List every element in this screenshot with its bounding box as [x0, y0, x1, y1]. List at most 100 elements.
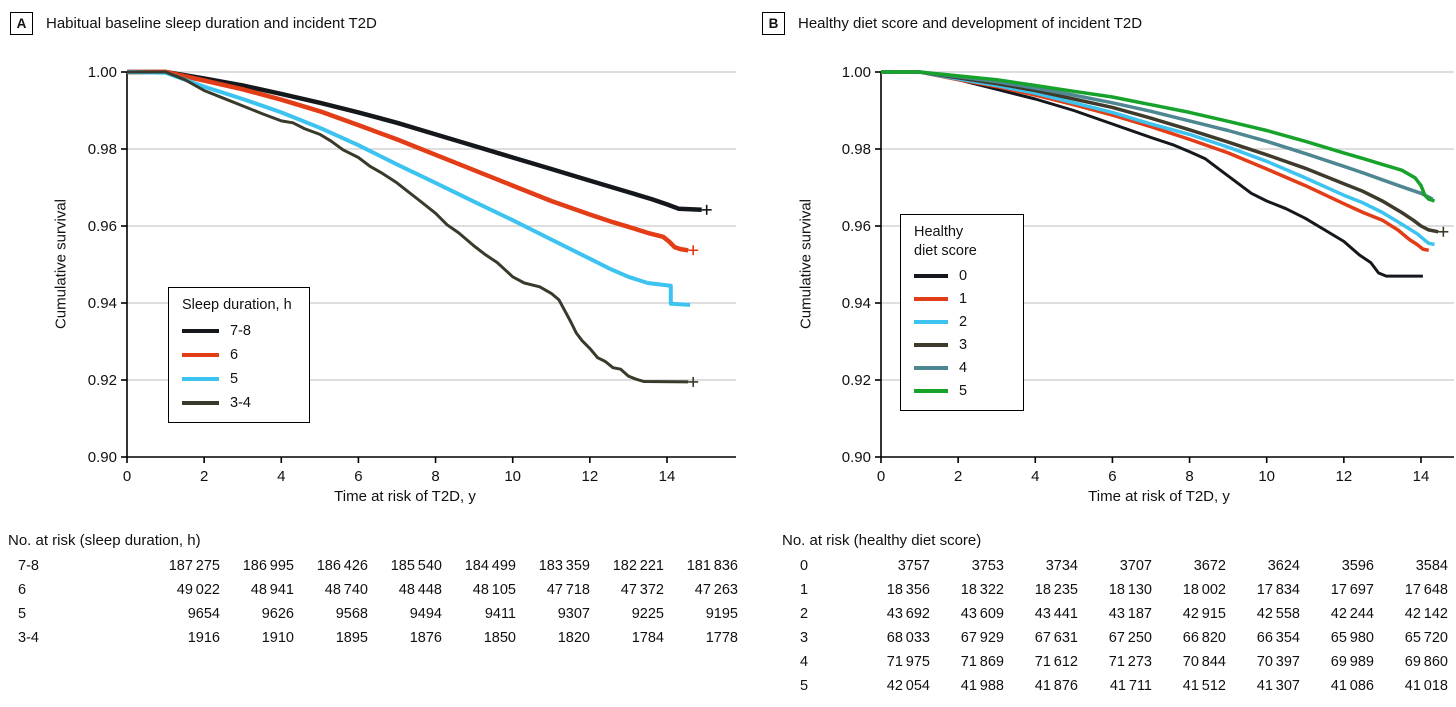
risk-count-cell: 41 876: [1034, 678, 1078, 694]
legend-title: Healthy diet score: [914, 223, 1015, 261]
risk-count-cell: 9626: [261, 606, 294, 622]
legend-item-label: 4: [959, 360, 968, 376]
risk-count-cell: 1850: [483, 630, 516, 646]
risk-row-label: 0: [800, 558, 809, 574]
risk-count-cell: 43 609: [960, 606, 1004, 622]
legend-line-swatch: [182, 329, 219, 333]
risk-count-cell: 66 820: [1182, 630, 1226, 646]
legend-item-label: 2: [959, 314, 968, 330]
risk-table-row-2: 2 43 692 43 609 43 441 43 187 42 915 42 558 42 …: [782, 602, 1450, 626]
risk-count-cell: 48 448: [398, 582, 442, 598]
legend-line-swatch: [182, 401, 219, 405]
panel-b-title-text: Healthy diet score and development of in…: [798, 15, 1143, 32]
y-tick-label: 1.00: [842, 64, 871, 81]
legend-item-label: 3-4: [230, 395, 251, 411]
x-tick-label: 4: [277, 468, 285, 485]
legend-item-label: 5: [230, 371, 239, 387]
risk-count-cell: 42 142: [1404, 606, 1448, 622]
risk-count-cell: 9494: [409, 606, 442, 622]
risk-count-cell: 42 915: [1182, 606, 1226, 622]
risk-count-cell: 71 869: [960, 654, 1004, 670]
y-tick-label: 0.90: [842, 449, 871, 466]
risk-table-sleep-duration: No. at risk (sleep duration, h) 7-8 187 2…: [8, 528, 740, 650]
risk-count-cell: 9568: [335, 606, 368, 622]
risk-count-cell: 71 975: [886, 654, 930, 670]
legend-item-5: 5: [182, 371, 301, 387]
panel-a-y-axis-label: Cumulative survival: [52, 198, 70, 330]
risk-count-cell: 18 235: [1034, 582, 1078, 598]
legend-line-swatch: [182, 377, 219, 381]
y-tick-label: 0.90: [88, 449, 117, 466]
legend-item-label: 1: [959, 291, 968, 307]
risk-count-cell: 18 130: [1108, 582, 1152, 598]
risk-count-cell: 41 988: [960, 678, 1004, 694]
risk-count-cell: 43 187: [1108, 606, 1152, 622]
risk-count-cell: 68 033: [886, 630, 930, 646]
panel-b-title: B Healthy diet score and development of …: [762, 12, 1142, 35]
legend-sleep-duration: Sleep duration, h 7-8 6 5 3-4: [168, 287, 310, 423]
risk-count-cell: 41 711: [1109, 678, 1152, 694]
risk-count-cell: 18 356: [886, 582, 930, 598]
y-tick-label: 0.98: [88, 141, 117, 158]
risk-count-cell: 183 359: [538, 558, 590, 574]
risk-count-cell: 18 002: [1182, 582, 1226, 598]
legend-item-7-8: 7-8: [182, 323, 301, 339]
survival-curve-0: [881, 70, 1423, 278]
risk-count-cell: 42 244: [1330, 606, 1374, 622]
risk-count-cell: 41 307: [1256, 678, 1300, 694]
risk-count-cell: 9225: [631, 606, 664, 622]
risk-count-cell: 17 648: [1404, 582, 1448, 598]
risk-count-cell: 18 322: [960, 582, 1004, 598]
risk-count-cell: 185 540: [390, 558, 442, 574]
risk-row-label: 2: [800, 606, 809, 622]
legend-line-swatch: [914, 320, 948, 324]
risk-count-cell: 70 844: [1182, 654, 1226, 670]
risk-count-cell: 49 022: [176, 582, 220, 598]
legend-items: 7-8 6 5 3-4: [182, 323, 301, 411]
survival-curve-3-4: [127, 70, 689, 384]
risk-count-cell: 3584: [1415, 558, 1448, 574]
risk-count-cell: 186 426: [316, 558, 368, 574]
risk-count-cell: 41 018: [1404, 678, 1448, 694]
risk-row-label: 1: [800, 582, 809, 598]
legend-line-swatch: [914, 389, 948, 393]
legend-item-0: 0: [914, 268, 1015, 284]
risk-table-rows: 7-8 187 275 186 995 186 426 185 540 184 499 18…: [8, 554, 740, 650]
survival-curve-3: [881, 70, 1439, 234]
legend-item-label: 6: [230, 347, 239, 363]
risk-count-cell: 71 612: [1034, 654, 1078, 670]
legend-title: Sleep duration, h: [182, 296, 301, 315]
survival-curve-5: [881, 70, 1436, 203]
legend-line-swatch: [182, 353, 219, 357]
legend-line-swatch: [914, 297, 948, 301]
y-tick-label: 0.94: [842, 295, 871, 312]
risk-count-cell: 1895: [335, 630, 368, 646]
risk-count-cell: 1784: [631, 630, 664, 646]
risk-table-row-0: 0 3757 3753 3734 3707 3672 3624 3596 3584: [782, 554, 1450, 578]
risk-table-row-1: 1 18 356 18 322 18 235 18 130 18 002 17 834 17 …: [782, 578, 1450, 602]
risk-count-cell: 187 275: [168, 558, 220, 574]
risk-count-cell: 41 086: [1330, 678, 1374, 694]
risk-count-cell: 182 221: [612, 558, 664, 574]
x-tick-label: 8: [431, 468, 439, 485]
y-tick-label: 0.96: [88, 218, 117, 235]
risk-count-cell: 67 929: [960, 630, 1004, 646]
risk-table-row-6: 6 49 022 48 941 48 740 48 448 48 105 47 718 47 …: [8, 578, 740, 602]
x-tick-label: 10: [504, 468, 521, 485]
risk-table-row-7-8: 7-8 187 275 186 995 186 426 185 540 184 499 18…: [8, 554, 740, 578]
panel-b-x-axis-label: Time at risk of T2D, y: [1088, 488, 1230, 505]
y-tick-label: 0.96: [842, 218, 871, 235]
risk-count-cell: 66 354: [1256, 630, 1300, 646]
risk-count-cell: 3757: [897, 558, 930, 574]
legend-item-4: 4: [914, 360, 1015, 376]
legend-item-label: 7-8: [230, 323, 251, 339]
x-tick-label: 10: [1258, 468, 1275, 485]
risk-count-cell: 65 720: [1404, 630, 1448, 646]
risk-count-cell: 9654: [187, 606, 220, 622]
risk-count-cell: 1778: [705, 630, 738, 646]
legend-healthy-diet-score: Healthy diet score 0 1 2 3 4 5: [900, 214, 1024, 411]
x-tick-label: 12: [581, 468, 598, 485]
risk-count-cell: 42 558: [1256, 606, 1300, 622]
x-tick-label: 0: [877, 468, 885, 485]
survival-curve-2: [881, 70, 1435, 247]
